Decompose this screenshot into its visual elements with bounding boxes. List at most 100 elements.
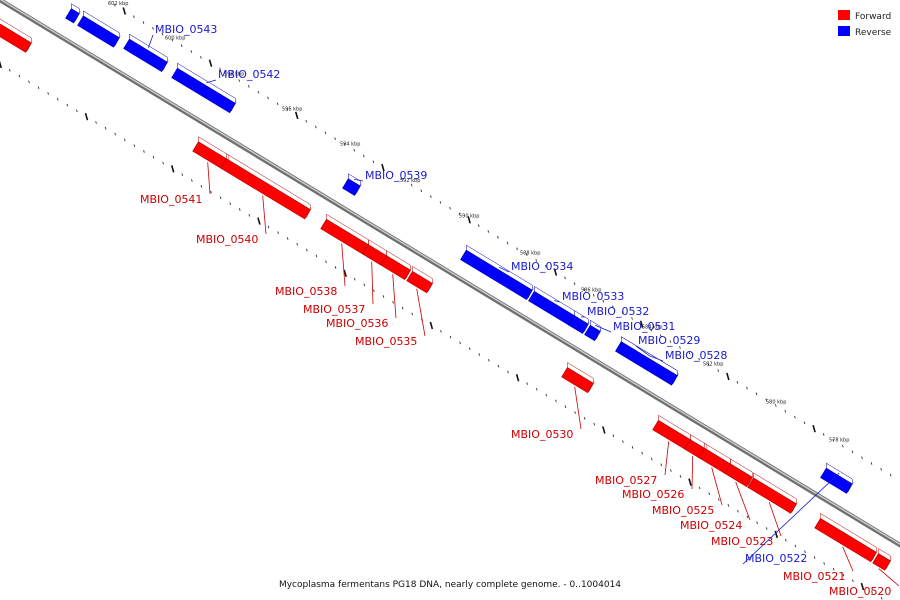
scale-minor-tick — [669, 340, 672, 343]
MBIO_0522-feature[interactable] — [820, 462, 855, 494]
scale-minor-tick — [305, 248, 308, 252]
scale-minor-tick — [478, 353, 481, 356]
kbp-tick-label: 586 kbp — [581, 288, 601, 294]
scale-minor-tick — [56, 97, 59, 101]
scale-major-tick — [0, 60, 3, 69]
scale-minor-tick — [191, 179, 193, 182]
MBIO_0540-feature[interactable] — [220, 153, 313, 220]
scale-minor-tick — [746, 386, 748, 390]
scale-minor-tick — [708, 492, 711, 496]
feature-front-face — [568, 315, 589, 334]
MBIO_0532-feature[interactable] — [568, 310, 591, 334]
scale-minor-tick — [698, 486, 701, 490]
scale-minor-tick — [593, 422, 596, 426]
scale-minor-tick — [823, 562, 825, 565]
MBIO_0521-feature[interactable] — [814, 512, 879, 563]
MBIO_0520-feature[interactable] — [872, 548, 893, 571]
gene-label-mbio_0522[interactable]: MBIO_0522 — [745, 552, 807, 565]
scale-minor-tick — [315, 254, 318, 258]
gene-leader-line — [664, 441, 670, 476]
gene-label-mbio_0526[interactable]: MBIO_0526 — [622, 488, 684, 501]
scale-minor-tick — [717, 498, 720, 501]
gene-label-mbio_0541[interactable]: MBIO_0541 — [140, 193, 202, 206]
MBIO_0534-feature[interactable] — [460, 244, 535, 300]
gene-label-mbio_0524[interactable]: MBIO_0524 — [680, 519, 742, 532]
scale-minor-tick — [257, 90, 260, 94]
scale-minor-tick — [459, 341, 461, 345]
gene-label-mbio_0537[interactable]: MBIO_0537 — [303, 303, 365, 316]
scale-minor-tick — [133, 15, 135, 19]
MBIO_0531-feature[interactable] — [584, 319, 603, 342]
feature-front-face — [872, 553, 891, 571]
MBIO_0528-feature[interactable] — [615, 336, 680, 386]
edge-gene-feature[interactable] — [65, 3, 82, 24]
gene-label-mbio_0532[interactable]: MBIO_0532 — [587, 305, 649, 318]
gene-label-mbio_0539[interactable]: MBIO_0539 — [365, 169, 427, 182]
gene-label-mbio_0521[interactable]: MBIO_0521 — [783, 570, 845, 583]
scale-minor-tick — [248, 213, 251, 217]
scale-minor-tick — [162, 161, 164, 165]
scale-minor-tick — [324, 131, 327, 135]
feature-front-face — [0, 23, 32, 53]
edge-gene-feature[interactable] — [77, 10, 122, 48]
MBIO_0535-feature[interactable] — [406, 265, 435, 294]
gene-leader-line — [206, 79, 217, 84]
MBIO_0536-feature[interactable] — [380, 250, 413, 280]
gene-label-mbio_0543[interactable]: MBIO_0543 — [155, 23, 217, 36]
gene-label-mbio_0542[interactable]: MBIO_0542 — [218, 68, 280, 81]
scale-minor-tick — [28, 80, 30, 84]
scale-minor-tick — [525, 253, 528, 256]
scale-minor-tick — [641, 451, 643, 455]
gene-label-mbio_0529[interactable]: MBIO_0529 — [638, 334, 700, 347]
scale-major-tick — [602, 426, 606, 434]
scale-minor-tick — [583, 416, 586, 420]
gene-label-mbio_0535[interactable]: MBIO_0535 — [355, 335, 417, 348]
scale-minor-tick — [842, 573, 845, 577]
scale-minor-tick — [152, 155, 155, 159]
scale-minor-tick — [698, 357, 700, 361]
scale-minor-tick — [841, 444, 844, 448]
scale-minor-tick — [181, 173, 184, 177]
feature-front-face — [584, 324, 601, 342]
gene-label-mbio_0520[interactable]: MBIO_0520 — [829, 585, 891, 598]
gene-leader-line — [207, 162, 211, 195]
gene-label-mbio_0533[interactable]: MBIO_0533 — [562, 290, 624, 303]
MBIO_0543-feature[interactable] — [123, 33, 170, 72]
gene-label-mbio_0527[interactable]: MBIO_0527 — [595, 474, 657, 487]
gene-label-mbio_0523[interactable]: MBIO_0523 — [711, 535, 773, 548]
MBIO_0542-feature[interactable] — [171, 62, 238, 114]
feature-front-face — [171, 67, 236, 114]
gene-label-mbio_0528[interactable]: MBIO_0528 — [665, 349, 727, 362]
gene-leader-line — [635, 345, 650, 357]
kbp-tick-label: 590 kbp — [459, 214, 479, 220]
scale-minor-tick — [382, 295, 385, 298]
gene-label-mbio_0530[interactable]: MBIO_0530 — [511, 428, 573, 441]
scale-minor-tick — [622, 440, 624, 443]
MBIO_0524-feature[interactable] — [724, 458, 755, 488]
scale-minor-tick — [727, 504, 730, 507]
scale-minor-tick — [497, 235, 499, 239]
gene-label-mbio_0534[interactable]: MBIO_0534 — [511, 260, 573, 273]
MBIO_0530-feature[interactable] — [561, 362, 596, 394]
scale-major-tick — [122, 7, 127, 15]
MBIO_0527-feature[interactable] — [652, 414, 693, 450]
scale-minor-tick — [277, 231, 279, 235]
feature-front-face — [460, 249, 533, 300]
MBIO_0523-feature[interactable] — [747, 472, 799, 514]
gene-label-mbio_0536[interactable]: MBIO_0536 — [326, 317, 388, 330]
scale-minor-tick — [95, 121, 97, 124]
scale-minor-tick — [325, 260, 327, 264]
gene-leader-line — [842, 546, 854, 572]
gene-label-mbio_0525[interactable]: MBIO_0525 — [652, 504, 714, 517]
scale-major-tick — [726, 372, 730, 381]
scale-minor-tick — [343, 143, 346, 146]
edge-gene-feature[interactable] — [0, 10, 34, 53]
scale-minor-tick — [670, 469, 672, 472]
gene-label-mbio_0531[interactable]: MBIO_0531 — [613, 320, 675, 333]
gene-leader-line — [595, 324, 612, 333]
scale-minor-tick — [353, 148, 356, 152]
gene-label-mbio_0538[interactable]: MBIO_0538 — [275, 285, 337, 298]
MBIO_0539-feature[interactable] — [342, 173, 363, 196]
gene-label-mbio_0540[interactable]: MBIO_0540 — [196, 233, 258, 246]
scale-minor-tick — [871, 591, 873, 594]
